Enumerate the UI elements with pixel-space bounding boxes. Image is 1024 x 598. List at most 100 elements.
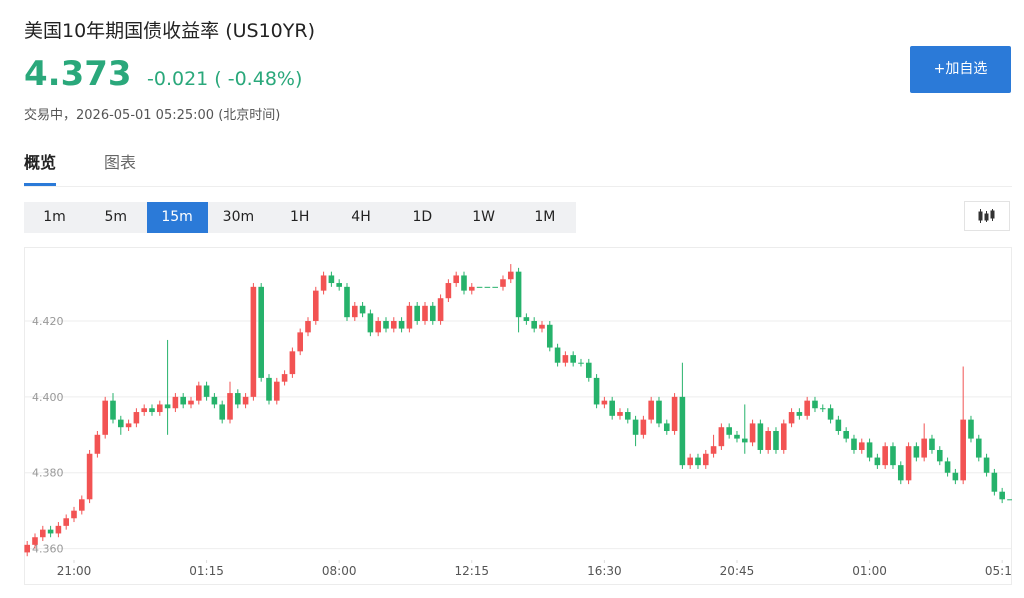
period-button[interactable]: 1W (472, 209, 495, 225)
candle-body (921, 438, 927, 458)
candle-body (289, 351, 296, 375)
candle-body (500, 279, 506, 287)
chart: 4.420 4.400 4.380 4.360 21:00 01:15 08:00 12:15… (24, 247, 1012, 585)
candle-body (39, 529, 46, 538)
candle-body (414, 305, 420, 321)
candle-body (476, 286, 483, 288)
candle-body (250, 286, 257, 397)
candle-body (936, 449, 943, 462)
candle-body (47, 529, 54, 534)
period-button[interactable]: 30m (222, 209, 255, 225)
chart-type-button[interactable] (964, 201, 1010, 231)
candle-body (258, 286, 264, 378)
add-watchlist-button[interactable]: +加自选 (910, 46, 1011, 93)
candle-body (968, 419, 974, 439)
candle-body (913, 446, 920, 458)
candle-body (234, 393, 241, 405)
chart-type-icon (978, 209, 995, 223)
candle-body (546, 324, 553, 348)
tab[interactable]: 图表 (104, 153, 137, 172)
candle-body (188, 400, 194, 405)
candle-body (32, 537, 38, 545)
candle-body (539, 324, 545, 329)
candle-body (1007, 499, 1012, 501)
candle-body (273, 381, 280, 401)
x-tick-label: 05:15 (985, 564, 1012, 578)
candle-body (242, 396, 249, 405)
period-button[interactable]: 1D (412, 209, 433, 225)
candle-body (63, 518, 69, 526)
candle-body (507, 271, 514, 280)
period-button[interactable]: 1H (289, 209, 310, 225)
candle-body (601, 400, 608, 405)
period-button[interactable]: 1M (534, 209, 556, 225)
candle-body (406, 305, 413, 329)
period-button[interactable]: 1m (43, 209, 66, 225)
candle-body (757, 423, 764, 450)
candle-body (203, 385, 210, 397)
candle-body (648, 400, 654, 420)
candle-body (734, 434, 740, 439)
candle-body (929, 438, 935, 450)
candle-body (523, 317, 530, 321)
candle-body (952, 472, 959, 481)
candle-body (796, 412, 803, 416)
candle-body (554, 347, 561, 363)
candle-body (991, 472, 998, 492)
candle-body (562, 355, 569, 363)
candle-body (710, 446, 717, 454)
y-tick-label: 4.360 (32, 543, 64, 556)
candle-body (687, 457, 693, 466)
candle-body (336, 283, 342, 287)
candle-body (780, 423, 787, 450)
trading-status: 交易中，2026-05-01 05:25:00 (北京时间) (24, 108, 281, 123)
candle-body (851, 438, 857, 450)
candle-body (445, 283, 452, 299)
candle-body (835, 419, 842, 432)
period-button[interactable]: 15m (146, 202, 208, 233)
x-tick-label: 01:00 (852, 564, 887, 578)
x-axis: 21:00 01:15 08:00 12:15 16:30 20:45 01:00 05:15 (57, 560, 1012, 578)
candle-body (515, 271, 522, 318)
candle-body (351, 305, 358, 318)
candle-body (180, 396, 186, 405)
candle-body (71, 510, 77, 519)
candle-body (266, 377, 272, 401)
candle-body (663, 423, 670, 432)
candle-body (453, 275, 459, 284)
candle-body (390, 320, 397, 329)
candle-body (866, 442, 873, 458)
candle-body (531, 320, 537, 329)
candle-body (141, 408, 147, 413)
candle-body (211, 396, 218, 405)
tab[interactable]: 概览 (24, 150, 57, 186)
chart-frame (24, 247, 1012, 585)
candle-body (632, 419, 639, 435)
candle-body (164, 404, 171, 409)
period-button[interactable]: 4H (351, 209, 371, 225)
candle-body (172, 396, 179, 409)
candle-body (320, 275, 327, 291)
candle-body (897, 465, 904, 481)
period-button[interactable]: 5m (104, 209, 128, 225)
candle-body (827, 408, 834, 420)
candle-body (570, 355, 576, 363)
candle-body (999, 491, 1005, 500)
candle-body (492, 286, 498, 288)
candle-body (328, 275, 335, 284)
candle-body (398, 320, 405, 329)
candle-body (227, 393, 233, 420)
candle-body (578, 362, 584, 364)
candle-body (94, 434, 101, 454)
candle-body (149, 408, 155, 413)
candle-body (367, 313, 374, 333)
y-tick-label: 4.400 (32, 391, 64, 404)
candle-body (609, 400, 615, 416)
candle-body (422, 305, 428, 321)
candle-body (375, 320, 381, 333)
candle-body (944, 461, 951, 473)
price-change: -0.021 ( -0.48%) (147, 68, 303, 90)
candle-body (679, 396, 686, 466)
candle-body (718, 427, 725, 447)
